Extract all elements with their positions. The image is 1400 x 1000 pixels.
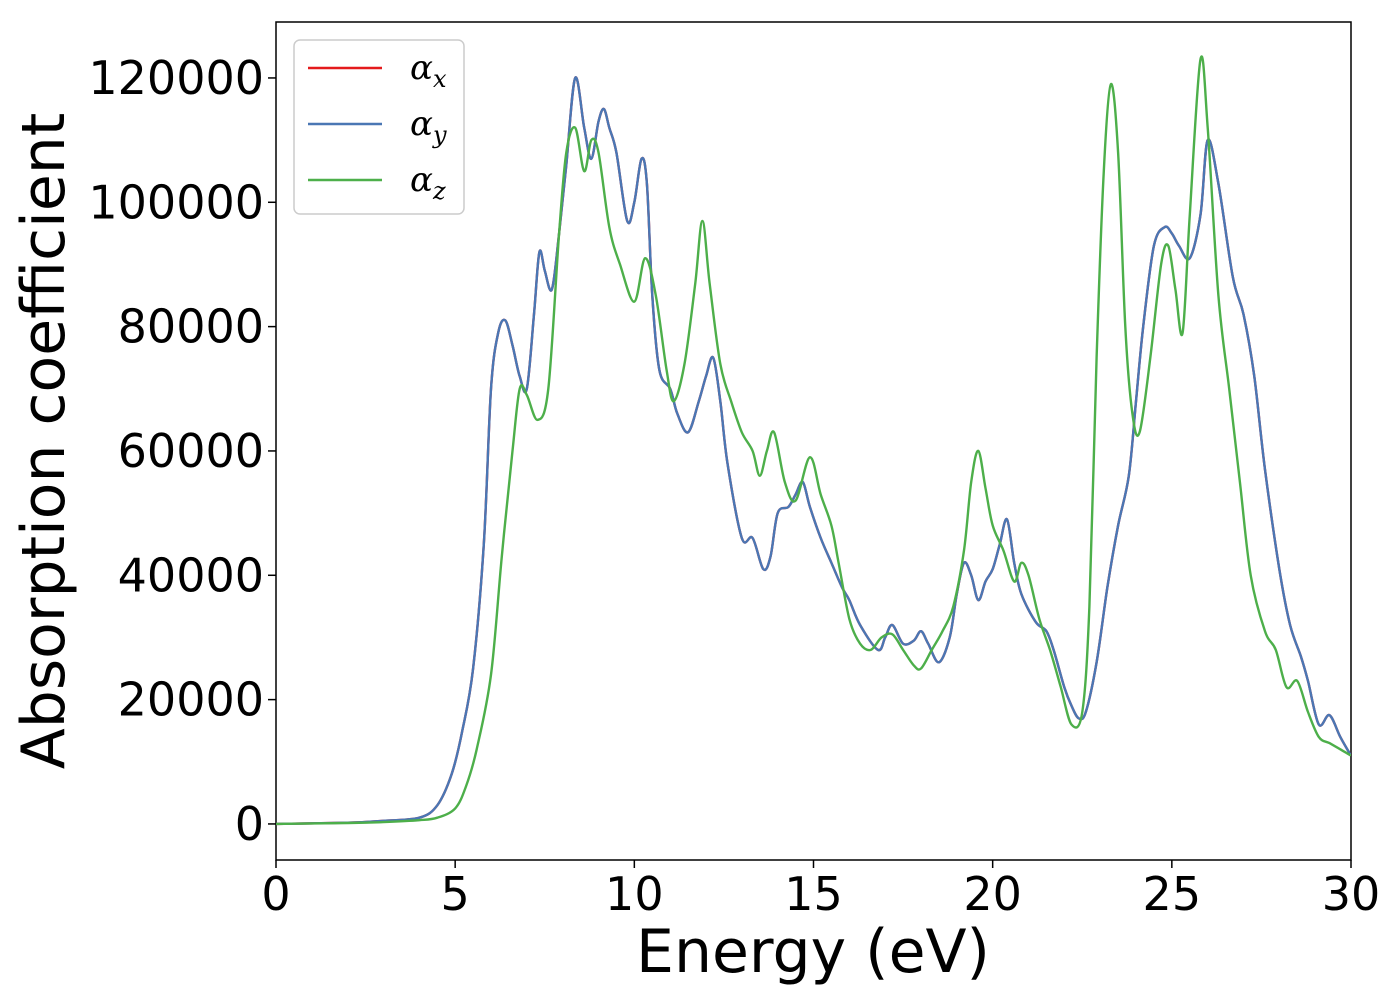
x-tick-label: 25 [1143,867,1202,921]
series-line-z [276,55,1351,826]
legend-label-y: αy [410,104,447,149]
x-tick-label: 30 [1322,867,1381,921]
y-tick-label: 60000 [118,424,264,478]
y-tick-label: 40000 [118,548,264,602]
legend: αx αy αz [293,39,465,215]
y-tick-label: 20000 [118,673,264,727]
y-axis-ticks: 0 20000 40000 60000 80000 100000 120000 [88,51,276,851]
x-tick-label: 5 [441,867,470,921]
y-tick-label: 80000 [118,300,264,354]
y-tick-label: 100000 [88,175,264,229]
x-tick-label: 20 [963,867,1022,921]
x-tick-label: 10 [605,867,664,921]
legend-label-z: αz [410,160,446,205]
x-axis-label: Energy (eV) [636,917,990,987]
y-tick-label: 120000 [88,51,264,105]
legend-label-x: αx [410,48,447,93]
x-axis-ticks: 0 5 10 15 20 25 30 [261,860,1380,921]
x-tick-label: 15 [784,867,843,921]
y-axis-label: Absorption coefficient [9,113,79,770]
series-layer [276,55,1351,826]
y-tick-label: 0 [235,797,264,851]
x-tick-label: 0 [261,867,290,921]
legend-box [293,39,465,215]
